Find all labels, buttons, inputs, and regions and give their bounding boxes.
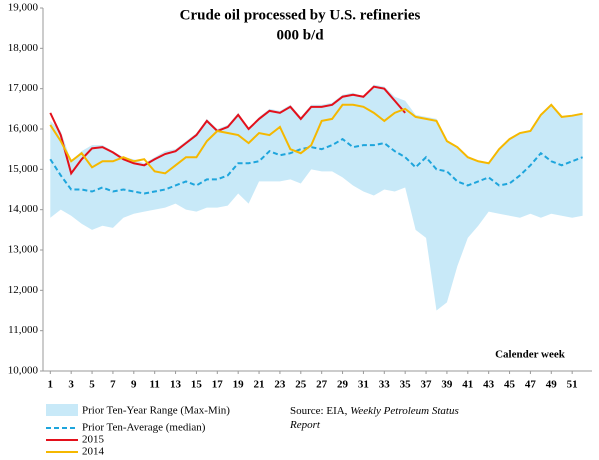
x-tick-label: 15 <box>191 379 203 391</box>
x-tick-label: 25 <box>295 379 307 391</box>
x-tick-label: 13 <box>170 379 182 391</box>
y-tick-label: 19,000 <box>8 2 39 14</box>
chart-title: Crude oil processed by U.S. refineries <box>180 7 421 23</box>
source-italic: Weekly Petroleum Status Report <box>290 405 459 431</box>
x-annotation: Calender week <box>495 349 566 361</box>
series-line <box>49 103 583 175</box>
x-tick-label: 35 <box>400 379 412 391</box>
y-tick-label: 11,000 <box>8 324 38 336</box>
x-tick-label: 29 <box>337 379 349 391</box>
x-tick-label: 47 <box>525 379 537 391</box>
x-tick-label: 3 <box>68 379 74 391</box>
y-tick-label: 16,000 <box>8 123 39 135</box>
x-tick-label: 31 <box>358 379 369 391</box>
y-tick-label: 14,000 <box>8 203 39 215</box>
legend-label: 2014 <box>82 446 105 458</box>
legend-label: Prior Ten-Average (median) <box>82 422 206 434</box>
y-tick-label: 13,000 <box>8 244 39 256</box>
legend-label: Prior Ten-Year Range (Max-Min) <box>82 405 230 417</box>
y-tick-label: 12,000 <box>8 284 39 296</box>
x-tick-label: 43 <box>483 379 495 391</box>
x-tick-label: 1 <box>48 379 54 391</box>
y-tick-label: 17,000 <box>8 82 39 94</box>
legend: Prior Ten-Year Range (Max-Min) Prior Ten-… <box>46 404 230 458</box>
x-tick-label: 51 <box>567 379 578 391</box>
x-tick-label: 17 <box>212 379 224 391</box>
x-tick-label: 11 <box>149 379 159 391</box>
x-tick-label: 7 <box>110 379 116 391</box>
x-tick-label: 19 <box>233 379 245 391</box>
plot-area <box>49 84 583 311</box>
series-line <box>49 85 406 176</box>
x-tick-label: 49 <box>546 379 558 391</box>
chart-subtitle: 000 b/d <box>276 27 324 43</box>
y-tick-label: 15,000 <box>8 163 39 175</box>
x-tick-label: 9 <box>131 379 137 391</box>
x-tick-label: 37 <box>421 379 433 391</box>
y-tick-label: 18,000 <box>8 42 39 54</box>
x-tick-label: 45 <box>504 379 516 391</box>
legend-label: 2015 <box>82 434 105 446</box>
legend-swatch <box>46 404 78 416</box>
y-tick-label: 10,000 <box>8 365 39 377</box>
source: Source: EIA, Weekly Petroleum Status Rep… <box>290 404 480 432</box>
series-line <box>49 137 583 195</box>
x-tick-label: 41 <box>462 379 473 391</box>
source-prefix: Source: EIA, <box>290 405 351 417</box>
x-tick-label: 21 <box>254 379 265 391</box>
range-band <box>50 84 583 311</box>
x-tick-label: 39 <box>441 379 453 391</box>
x-tick-label: 23 <box>274 379 286 391</box>
x-tick-label: 27 <box>316 379 328 391</box>
x-tick-label: 5 <box>89 379 95 391</box>
x-tick-label: 33 <box>379 379 391 391</box>
